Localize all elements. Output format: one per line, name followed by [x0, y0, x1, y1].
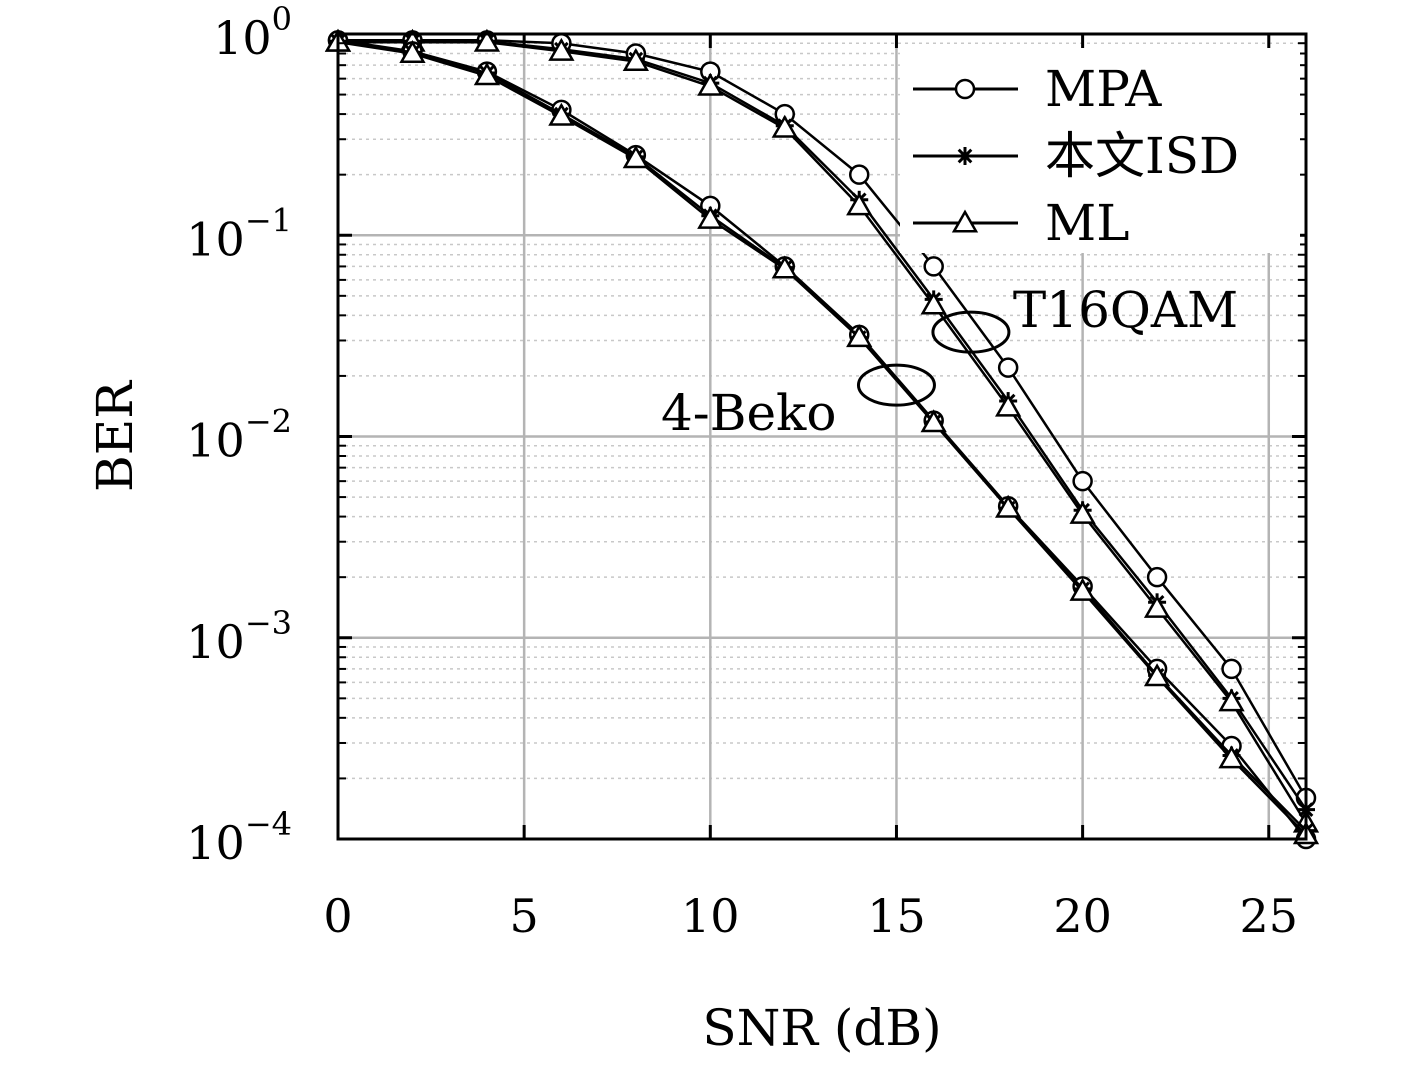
data-point-triangle: [846, 324, 873, 348]
data-point-circle: [1221, 658, 1242, 680]
data-point-triangle: [1218, 688, 1245, 712]
x-tick-label: 5: [510, 889, 539, 943]
data-point-triangle: [920, 291, 947, 315]
tick-layer: [336, 32, 1306, 841]
annotation-label: T16QAM: [1013, 281, 1238, 339]
data-point-circle: [923, 256, 944, 277]
data-point-circle: [1146, 566, 1168, 588]
legend-marker-star: [956, 147, 974, 165]
star-stroke: [957, 148, 973, 164]
annotation-ellipse: [856, 363, 936, 407]
data-point-triangle: [1218, 745, 1245, 769]
legend-label: ML: [1045, 194, 1129, 252]
data-point-triangle: [473, 62, 501, 86]
series-layer: [324, 28, 1320, 850]
legend-entry: ML: [913, 194, 1129, 252]
series-line: [338, 40, 1308, 824]
annotation-label: 4-Beko: [661, 384, 836, 442]
data-point-circle: [1072, 470, 1093, 492]
data-point-triangle: [697, 205, 724, 229]
legend-label: MPA: [1045, 60, 1162, 118]
legend-entry: MPA: [913, 60, 1162, 118]
y-tick-exponent: −2: [245, 403, 292, 441]
y-tick-label: 10−2: [186, 403, 292, 468]
data-point-triangle: [622, 47, 650, 72]
y-tick-label: 10−1: [186, 201, 292, 266]
y-tick-exponent: −1: [245, 201, 292, 239]
y-tick-label: 100: [213, 0, 292, 65]
x-tick-label: 10: [681, 889, 740, 943]
series-line: [338, 39, 1308, 799]
y-tick-label: 10−3: [186, 604, 292, 669]
data-point-triangle: [994, 494, 1022, 518]
x-tick-label: 15: [867, 889, 926, 943]
legend-marker-triangle: [951, 209, 979, 233]
x-tick-label: 25: [1239, 889, 1298, 943]
y-tick-exponent: −3: [245, 604, 292, 642]
annotation-layer: T16QAM 4-Beko: [661, 281, 1238, 442]
data-point-triangle: [1143, 663, 1171, 687]
data-point-triangle: [697, 72, 724, 96]
data-point-triangle: [1069, 577, 1096, 601]
data-point-triangle: [1069, 500, 1096, 524]
data-point-triangle: [846, 192, 873, 216]
x-tick-label: 20: [1053, 889, 1112, 943]
data-point-triangle: [920, 409, 947, 433]
data-point-triangle: [771, 114, 798, 138]
y-tick-exponent: −4: [245, 805, 292, 843]
y-tick-label: 10−4: [186, 805, 292, 870]
annotation-ellipse: [931, 310, 1011, 354]
legend-entry: 本文ISD: [913, 127, 1239, 185]
data-point-triangle: [548, 102, 575, 126]
data-point-triangle: [548, 37, 575, 61]
data-point-triangle: [473, 28, 501, 52]
data-point-circle: [997, 357, 1019, 378]
data-point-triangle: [622, 145, 650, 169]
legend-label: 本文ISD: [1045, 127, 1239, 185]
x-tick-label: 0: [323, 889, 352, 943]
data-point-circle: [848, 164, 870, 185]
data-point-triangle: [399, 39, 426, 64]
data-point-triangle: [994, 393, 1022, 417]
data-point-triangle: [1143, 594, 1171, 618]
data-point-triangle: [771, 255, 798, 279]
y-axis-label: BER: [86, 380, 144, 492]
series-line: [337, 39, 1307, 840]
series-line: [337, 40, 1307, 836]
legend: MPA 本文ISD ML: [900, 48, 1300, 253]
legend-marker-circle: [954, 78, 976, 100]
x-axis-label: SNR (dB): [702, 999, 941, 1057]
y-tick-exponent: 0: [272, 0, 292, 38]
